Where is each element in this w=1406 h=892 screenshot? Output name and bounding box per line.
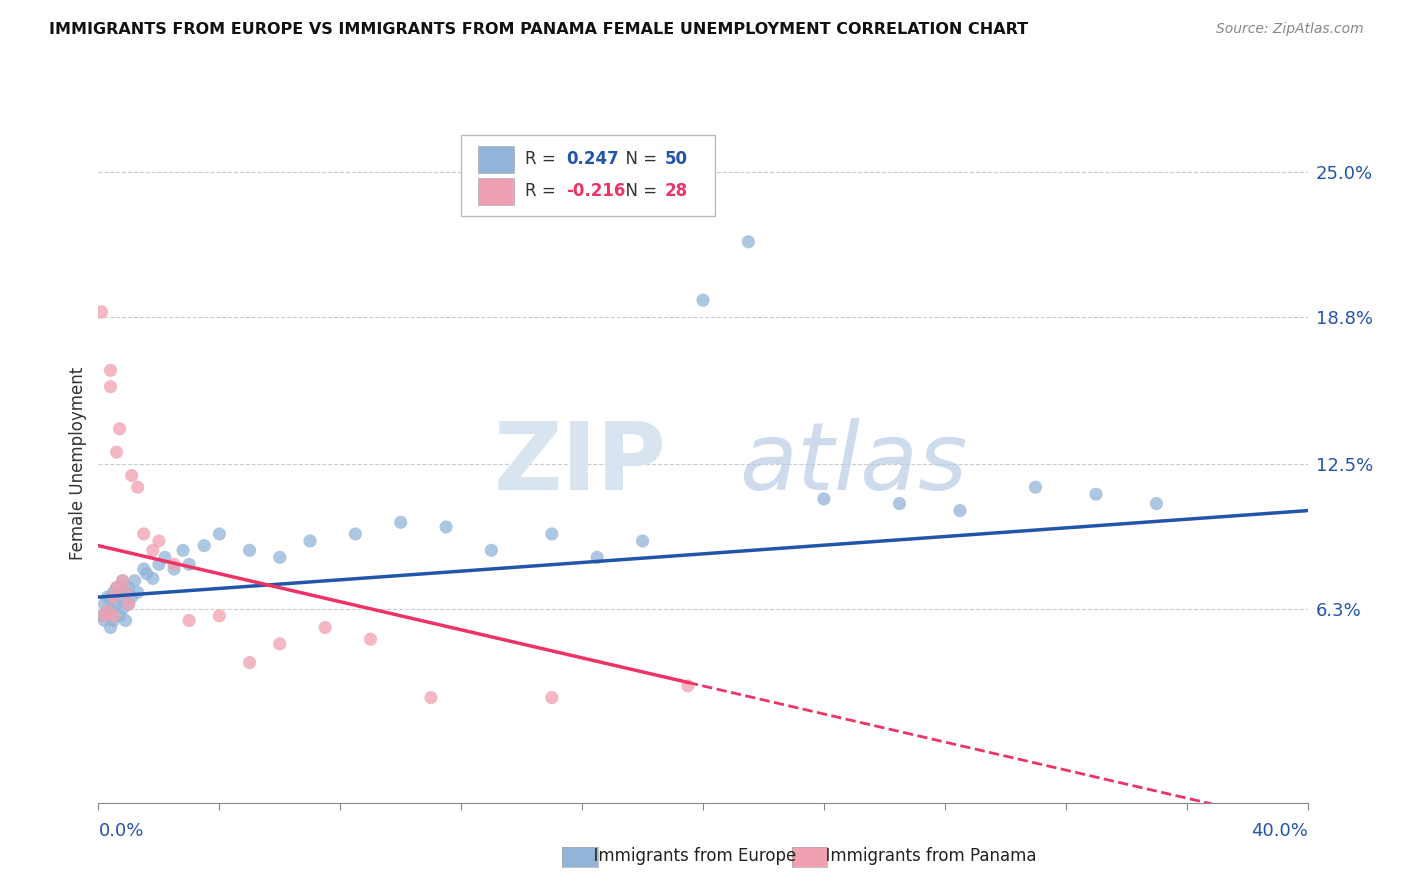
Point [118, 597, 141, 611]
Point [132, 527, 155, 541]
Point [121, 590, 143, 604]
Point [100, 620, 122, 634]
Point [949, 503, 972, 517]
Point [540, 690, 562, 705]
Point [100, 601, 122, 615]
Point [163, 562, 186, 576]
Point [93, 608, 115, 623]
Point [172, 543, 194, 558]
Point [103, 585, 125, 599]
Point [434, 520, 457, 534]
Point [111, 574, 134, 588]
Point [208, 527, 231, 541]
Point [111, 601, 134, 615]
Text: N =: N = [614, 182, 662, 200]
Point [114, 585, 136, 599]
Point [96, 604, 118, 618]
Text: 0.247: 0.247 [567, 150, 619, 168]
Point [121, 468, 143, 483]
Point [193, 539, 215, 553]
Point [114, 585, 136, 599]
Point [153, 550, 176, 565]
Point [1085, 487, 1108, 501]
Point [540, 527, 562, 541]
Text: Source: ZipAtlas.com: Source: ZipAtlas.com [1216, 22, 1364, 37]
Point [132, 562, 155, 576]
Point [148, 533, 170, 548]
Point [631, 533, 654, 548]
Point [692, 293, 714, 308]
Text: 50: 50 [664, 150, 688, 168]
Text: atlas: atlas [740, 418, 967, 509]
Point [103, 608, 125, 623]
Point [344, 527, 367, 541]
Point [90, 305, 112, 319]
Point [813, 491, 835, 506]
Point [737, 235, 759, 249]
Point [100, 363, 122, 377]
Point [103, 590, 125, 604]
Point [360, 632, 382, 647]
Point [586, 550, 609, 565]
Point [124, 574, 146, 588]
Text: -0.216: -0.216 [567, 182, 626, 200]
Point [269, 637, 291, 651]
Point [889, 497, 911, 511]
Point [118, 597, 141, 611]
Point [127, 585, 149, 599]
Point [299, 533, 322, 548]
Text: ZIP: ZIP [494, 417, 666, 510]
Point [90, 608, 112, 623]
Point [142, 571, 165, 585]
Point [103, 614, 125, 628]
Point [100, 380, 122, 394]
Text: 40.0%: 40.0% [1251, 822, 1308, 839]
Point [108, 590, 131, 604]
Point [96, 604, 118, 618]
Text: R =: R = [526, 150, 561, 168]
Point [142, 543, 165, 558]
Point [111, 574, 134, 588]
Point [269, 550, 291, 565]
Point [105, 445, 128, 459]
FancyBboxPatch shape [478, 178, 515, 205]
Point [96, 590, 118, 604]
Point [105, 581, 128, 595]
Point [177, 558, 201, 572]
Point [135, 566, 157, 581]
Point [389, 516, 412, 530]
Text: Immigrants from Panama: Immigrants from Panama [815, 847, 1038, 865]
Point [93, 614, 115, 628]
Y-axis label: Female Unemployment: Female Unemployment [69, 368, 87, 560]
Text: IMMIGRANTS FROM EUROPE VS IMMIGRANTS FROM PANAMA FEMALE UNEMPLOYMENT CORRELATION: IMMIGRANTS FROM EUROPE VS IMMIGRANTS FRO… [49, 22, 1028, 37]
Text: Immigrants from Europe: Immigrants from Europe [583, 847, 797, 865]
Point [118, 581, 141, 595]
Point [314, 620, 336, 634]
Point [1144, 497, 1167, 511]
Point [93, 597, 115, 611]
Point [105, 581, 128, 595]
Text: R =: R = [526, 182, 561, 200]
Point [127, 480, 149, 494]
Text: N =: N = [614, 150, 662, 168]
Point [481, 543, 503, 558]
Point [163, 558, 186, 572]
Point [108, 608, 131, 623]
Point [239, 543, 262, 558]
FancyBboxPatch shape [478, 146, 515, 173]
Point [1024, 480, 1046, 494]
Point [177, 614, 201, 628]
Point [108, 422, 131, 436]
Point [676, 679, 699, 693]
Point [208, 608, 231, 623]
Point [105, 597, 128, 611]
Text: 28: 28 [664, 182, 688, 200]
Point [419, 690, 441, 705]
Point [239, 656, 262, 670]
Point [148, 558, 170, 572]
Point [114, 614, 136, 628]
Text: 0.0%: 0.0% [98, 822, 143, 839]
FancyBboxPatch shape [461, 135, 716, 217]
